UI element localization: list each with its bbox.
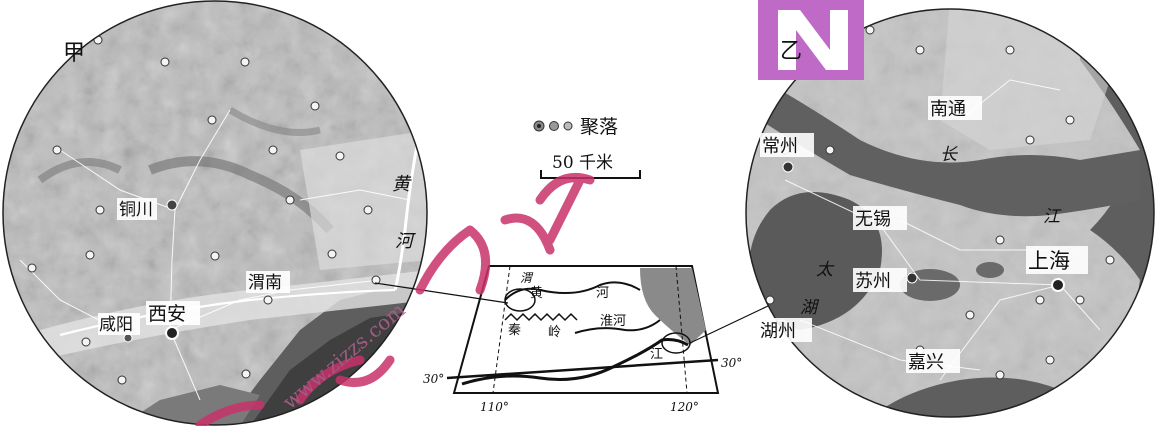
river-label-he: 河 [395,231,416,252]
locator-lat-right: 30° [721,356,742,370]
city-label-tongchuan: 铜川 [119,200,153,220]
lake-label-tai: 太 [816,260,835,280]
legend: 聚落 50 千米 [533,116,641,179]
scale-label: 50 千米 [552,153,613,173]
city-label-huzhou: 湖州 [760,321,796,342]
city-label-jiaxing: 嘉兴 [908,352,944,373]
panel-label-left: 甲 [63,41,85,66]
city-label-wuxi: 无锡 [855,209,891,230]
xian-marker [165,326,179,340]
xianyang-marker [123,333,133,343]
left-map: 铜川 渭南 咸阳 西安 黄 河 甲 [2,0,428,426]
river-label-chang: 长 [940,145,958,165]
city-label-shanghai: 上海 [1028,249,1070,273]
river-label-huang: 黄 [392,174,412,195]
locator-label-jiang: 江 [650,347,663,362]
city-label-changzhou: 常州 [762,136,798,157]
locator-map: 渭 黄 河 秦 岭 淮河 江 30° 30° 110° 120° [374,265,769,414]
city-label-weinan: 渭南 [248,273,282,293]
city-label-suzhou: 苏州 [855,271,891,292]
city-label-xian: 西安 [148,303,186,325]
settlement-medium-icon [549,121,559,131]
settlement-small-icon [563,121,573,131]
city-label-nantong: 南通 [930,99,966,120]
locator-label-qin: 秦 [508,323,521,338]
locator-lon-110: 110° [480,400,509,414]
locator-label-huaihe: 淮河 [600,314,626,329]
tongchuan-marker [166,199,178,211]
locator-label-he: 河 [596,286,609,301]
right-map: 南通 常州 无锡 苏州 上海 湖州 嘉兴 长 江 太 湖 乙 [745,0,1155,418]
panel-label-right: 乙 [780,39,802,64]
legend-settlement-label: 聚落 [580,116,618,138]
locator-label-ling: 岭 [548,325,561,340]
city-label-xianyang: 咸阳 [99,315,133,335]
locator-label-huang: 黄 [530,286,543,301]
lake-label-hu: 湖 [800,298,820,318]
logo-mark [758,0,864,80]
locator-lat-left: 30° [423,372,444,386]
locator-lon-120: 120° [670,400,699,414]
locator-label-wei: 渭 [520,271,534,285]
river-label-jiang: 江 [1043,207,1062,227]
